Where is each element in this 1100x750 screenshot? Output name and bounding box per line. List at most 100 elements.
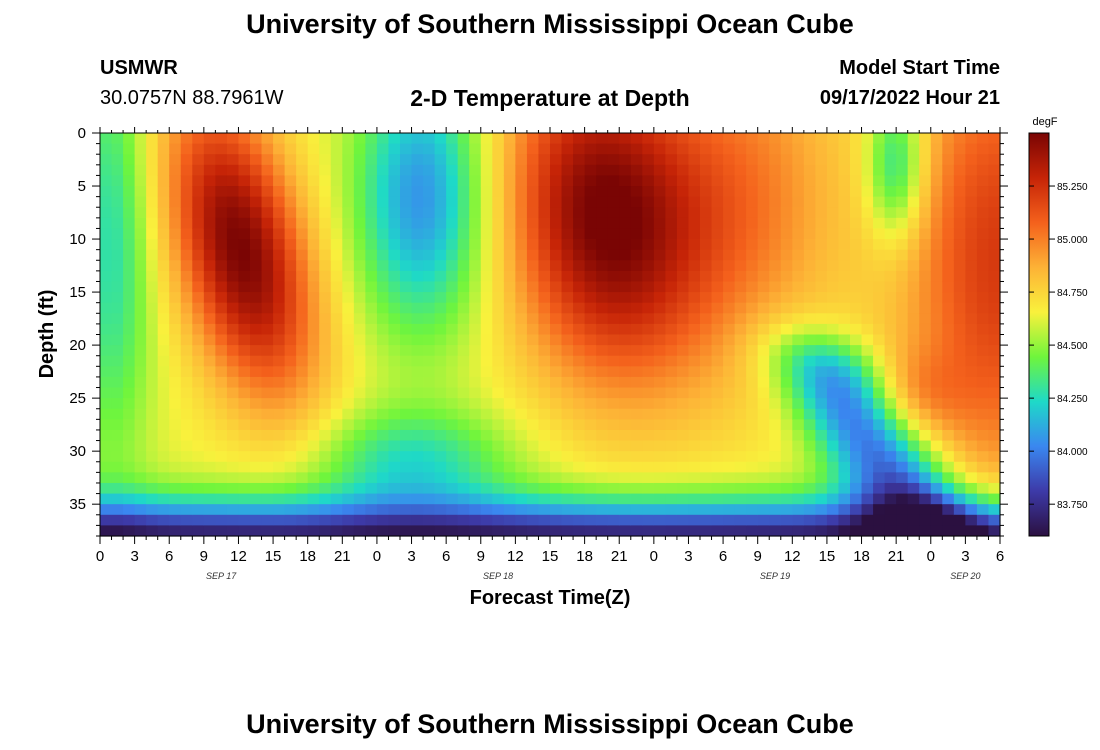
- heatmap-cell: [388, 429, 401, 442]
- heatmap-cell: [907, 366, 920, 378]
- heatmap-cell: [342, 154, 355, 166]
- heatmap-cell: [826, 419, 840, 431]
- heatmap-cell: [711, 366, 724, 378]
- heatmap-cell: [411, 175, 424, 187]
- heatmap-cell: [573, 313, 586, 325]
- heatmap-cell: [423, 313, 436, 325]
- heatmap-cell: [734, 302, 747, 314]
- heatmap-cell: [653, 175, 666, 187]
- heatmap-cell: [838, 323, 851, 336]
- heatmap-cell: [284, 355, 297, 367]
- heatmap-cell: [319, 429, 332, 442]
- heatmap-cell: [884, 451, 897, 463]
- heatmap-cell: [446, 482, 459, 495]
- heatmap-cell: [250, 408, 263, 420]
- heatmap-cell: [988, 323, 1001, 336]
- x-date-label: SEP 17: [206, 571, 237, 581]
- heatmap-cell: [711, 387, 724, 399]
- heatmap-cell: [619, 281, 632, 293]
- heatmap-cell: [284, 398, 297, 410]
- heatmap-cell: [180, 239, 193, 251]
- heatmap-cell: [526, 429, 540, 442]
- heatmap-cell: [400, 313, 413, 325]
- heatmap-cell: [803, 228, 816, 240]
- heatmap-cell: [850, 196, 863, 208]
- heatmap-cell: [711, 281, 724, 293]
- heatmap-cell: [146, 334, 159, 346]
- heatmap-cell: [330, 228, 343, 240]
- heatmap-cell: [319, 270, 332, 283]
- heatmap-cell: [515, 366, 528, 378]
- heatmap-cell: [619, 376, 632, 389]
- heatmap-cell: [376, 387, 390, 399]
- heatmap-cell: [376, 355, 390, 367]
- heatmap-cell: [688, 313, 701, 325]
- heatmap-cell: [353, 408, 366, 420]
- heatmap-cell: [284, 461, 297, 473]
- heatmap-cell: [930, 461, 943, 473]
- heatmap-cell: [365, 376, 378, 389]
- heatmap-cell: [896, 186, 909, 198]
- heatmap-cell: [526, 207, 540, 219]
- heatmap-cell: [446, 451, 459, 463]
- heatmap-cell: [457, 133, 470, 145]
- heatmap-cell: [769, 196, 782, 208]
- colorbar: degF 83.75084.00084.25084.50084.75085.00…: [1028, 116, 1088, 537]
- heatmap-cell: [457, 472, 470, 484]
- heatmap-cell: [596, 302, 609, 314]
- heatmap-cell: [400, 429, 413, 442]
- heatmap-cell: [965, 217, 978, 230]
- heatmap-cell: [342, 355, 355, 367]
- heatmap-cell: [538, 260, 551, 272]
- heatmap-cell: [526, 461, 540, 473]
- heatmap-cell: [226, 440, 240, 452]
- heatmap-cell: [930, 408, 943, 420]
- heatmap-cell: [238, 281, 251, 293]
- heatmap-cell: [653, 408, 666, 420]
- heatmap-cell: [665, 334, 678, 346]
- heatmap-cell: [146, 260, 159, 272]
- heatmap-cell: [780, 175, 793, 187]
- heatmap-cell: [169, 207, 182, 219]
- heatmap-cell: [746, 323, 759, 336]
- heatmap-cell: [261, 292, 274, 304]
- heatmap-cell: [792, 302, 805, 314]
- heatmap-cell: [100, 228, 113, 240]
- heatmap-cell: [584, 207, 597, 219]
- heatmap-cell: [988, 313, 1001, 325]
- heatmap-cell: [630, 408, 643, 420]
- heatmap-cell: [930, 504, 943, 516]
- heatmap-cell: [942, 133, 955, 145]
- heatmap-cell: [215, 398, 228, 410]
- heatmap-cell: [134, 143, 147, 155]
- heatmap-cell: [192, 249, 205, 261]
- heatmap-cell: [988, 281, 1001, 293]
- heatmap-cell: [296, 366, 309, 378]
- heatmap-cell: [942, 281, 955, 293]
- heatmap-cell: [561, 376, 574, 389]
- heatmap-cell: [284, 376, 297, 389]
- heatmap-cell: [815, 270, 828, 283]
- heatmap-cell: [630, 313, 643, 325]
- heatmap-cell: [642, 302, 655, 314]
- heatmap-cell: [492, 387, 505, 399]
- heatmap-cell: [884, 440, 897, 452]
- heatmap-cell: [584, 387, 597, 399]
- heatmap-cell: [711, 440, 724, 452]
- heatmap-cell: [434, 239, 447, 251]
- heatmap-cell: [919, 429, 932, 442]
- heatmap-cell: [365, 355, 378, 367]
- heatmap-cell: [619, 398, 632, 410]
- heatmap-cell: [942, 451, 955, 463]
- heatmap-cell: [250, 376, 263, 389]
- heatmap-cell: [930, 207, 943, 219]
- heatmap-cell: [215, 186, 228, 198]
- heatmap-cell: [619, 355, 632, 367]
- heatmap-cell: [907, 408, 920, 420]
- heatmap-cell: [630, 302, 643, 314]
- heatmap-cell: [376, 133, 390, 145]
- heatmap-cell: [250, 429, 263, 442]
- heatmap-cell: [619, 228, 632, 240]
- heatmap-cell: [157, 270, 170, 283]
- heatmap-cell: [353, 323, 366, 336]
